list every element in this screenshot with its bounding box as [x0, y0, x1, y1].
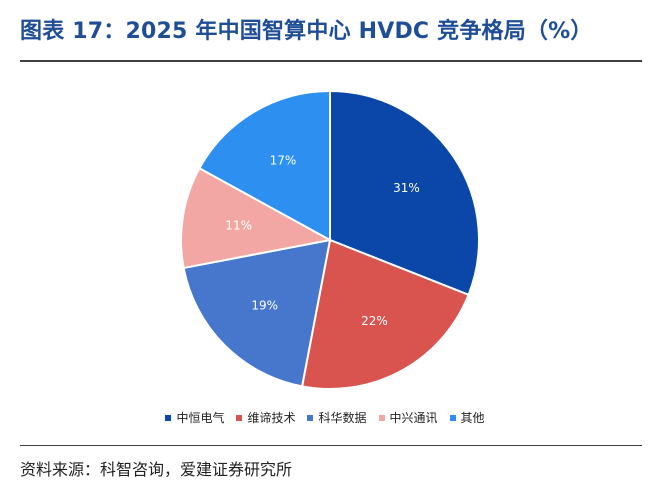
pie-slice-2	[182, 238, 332, 388]
legend-swatch-3	[378, 414, 385, 421]
pie-slice-3	[180, 166, 333, 270]
source-note: 资料来源：科智咨询，爱建证券研究所	[20, 460, 293, 479]
slice-value-label-3: 11%	[225, 219, 252, 233]
bottom-divider	[20, 445, 642, 446]
legend-swatch-4	[449, 414, 456, 421]
legend-swatch-1	[236, 414, 243, 421]
page-title: 图表 17：2025 年中国智算中心 HVDC 竞争格局（%）	[20, 19, 593, 44]
legend-label-3: 中兴通讯	[389, 411, 438, 425]
pie-slice-labels: 31% 22% 19% 11% 17%	[225, 153, 419, 327]
pie-slice-1	[300, 238, 470, 390]
slice-value-label-0: 31%	[393, 181, 420, 195]
legend-label-0: 中恒电气	[176, 411, 225, 425]
legend-item-3: 中兴通讯	[378, 409, 438, 426]
slice-value-label-4: 17%	[270, 153, 297, 167]
pie-slice-4	[198, 89, 331, 242]
legend-item-1: 维谛技术	[236, 409, 295, 426]
legend-label-4: 其他	[460, 411, 485, 425]
legend-swatch-0	[165, 414, 172, 421]
slice-value-label-2: 19%	[251, 298, 278, 312]
pie-slice-0	[329, 89, 480, 297]
legend-item-4: 其他	[449, 409, 485, 426]
top-divider	[20, 60, 642, 62]
legend-item-0: 中恒电气	[165, 409, 224, 426]
legend-label-2: 科华数据	[318, 411, 367, 425]
legend-item-2: 科华数据	[307, 409, 367, 426]
legend-swatch-2	[307, 414, 314, 421]
chart-legend: 中恒电气 维谛技术 科华数据 中兴通讯 其他	[0, 409, 650, 426]
slice-value-label-1: 22%	[361, 314, 388, 328]
pie-slices	[180, 89, 480, 390]
legend-label-1: 维谛技术	[247, 411, 296, 425]
